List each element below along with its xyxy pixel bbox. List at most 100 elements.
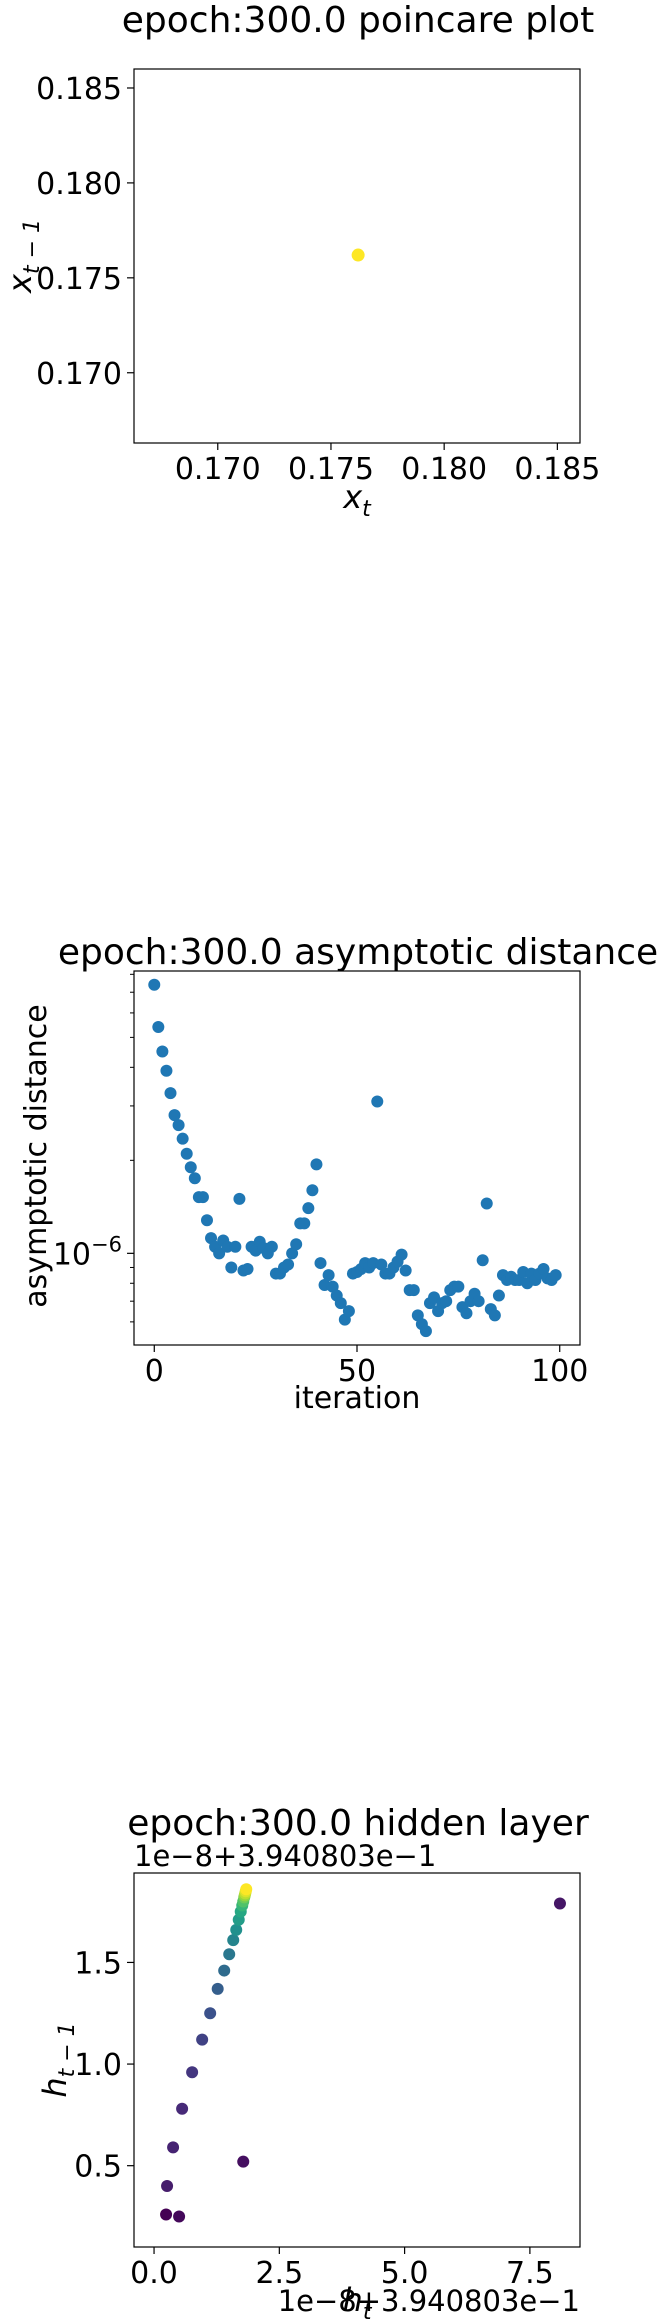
asymptotic-point xyxy=(229,1240,242,1253)
hidden-layer-y-ticks: 0.5 1.0 1.5 xyxy=(74,1946,134,2185)
hidden-layer-point xyxy=(240,1883,253,1896)
hidden-layer-point xyxy=(173,2210,186,2223)
asymptotic-point xyxy=(148,978,161,991)
hidden-layer-point xyxy=(227,1934,240,1947)
x-tick-label: 0.0 xyxy=(130,2256,178,2291)
hidden-layer-chart: epoch:300.0 hidden layer 1e−8+3.940803e−… xyxy=(36,1803,589,2323)
hidden-layer-point xyxy=(218,1964,231,1977)
asymptotic-point xyxy=(282,1258,295,1271)
asymptotic-point xyxy=(460,1307,473,1320)
hidden-layer-x-offset-label: 1e−8+3.940803e−1 xyxy=(278,2284,580,2318)
hidden-layer-point xyxy=(237,2155,250,2168)
x-tick-label: 0.185 xyxy=(514,452,600,487)
y-tick-label: 10−6 xyxy=(53,1232,122,1272)
asymptotic-point xyxy=(440,1295,453,1308)
hidden-layer-point xyxy=(223,1948,236,1961)
asymptotic-point xyxy=(549,1269,562,1282)
asymptotic-point xyxy=(176,1132,189,1145)
hidden-layer-points xyxy=(160,1883,566,2223)
hidden-layer-point xyxy=(167,2141,180,2154)
poincare-plot-frame xyxy=(133,68,581,444)
asymptotic-point xyxy=(168,1109,181,1122)
asymptotic-x-ticks: 0 50 100 xyxy=(145,1345,588,1389)
asymptotic-point xyxy=(399,1264,412,1277)
hidden-layer-title: epoch:300.0 hidden layer xyxy=(127,1803,589,1844)
y-tick-label: 0.5 xyxy=(74,2150,122,2185)
asymptotic-point xyxy=(233,1192,246,1205)
asymptotic-point xyxy=(306,1184,319,1197)
hidden-layer-point xyxy=(176,2102,189,2115)
y-tick-label: 0.175 xyxy=(36,262,122,297)
asymptotic-point xyxy=(407,1284,420,1297)
asymptotic-point xyxy=(172,1119,185,1132)
asymptotic-point xyxy=(488,1309,501,1322)
asymptotic-plot-frame xyxy=(133,970,581,1346)
x-tick-label: 0.175 xyxy=(288,452,374,487)
asymptotic-point xyxy=(472,1295,485,1308)
asymptotic-point xyxy=(241,1262,254,1275)
asymptotic-point xyxy=(314,1257,327,1270)
poincare-y-label: xt − 1 xyxy=(1,219,45,294)
asymptotic-title: epoch:300.0 asymptotic distance xyxy=(58,932,658,973)
asymptotic-point xyxy=(290,1238,303,1251)
asymptotic-y-ticks: 10−6 xyxy=(53,973,134,1323)
poincare-point xyxy=(351,248,365,262)
x-tick-label: 7.5 xyxy=(506,2256,554,2291)
asymptotic-point xyxy=(342,1305,355,1318)
asymptotic-point xyxy=(156,1045,169,1058)
asymptotic-point xyxy=(200,1214,213,1227)
x-tick-label: 5.0 xyxy=(381,2256,429,2291)
asymptotic-point xyxy=(302,1202,315,1215)
asymptotic-point xyxy=(537,1262,550,1275)
asymptotic-point xyxy=(184,1161,197,1174)
hidden-layer-point xyxy=(211,1982,224,1995)
y-tick-label: 0.170 xyxy=(36,357,122,392)
x-tick-label: 50 xyxy=(338,1354,376,1389)
asymptotic-point xyxy=(476,1254,489,1267)
asymptotic-point xyxy=(298,1217,311,1230)
asymptotic-point xyxy=(371,1095,384,1108)
asymptotic-point xyxy=(310,1158,323,1171)
x-tick-label: 0.170 xyxy=(175,452,261,487)
asymptotic-point xyxy=(419,1325,432,1338)
x-tick-label: 0.180 xyxy=(401,452,487,487)
asymptotic-point xyxy=(286,1247,299,1260)
asymptotic-point xyxy=(196,1191,209,1204)
asymptotic-point xyxy=(452,1280,465,1293)
asymptotic-points xyxy=(148,978,562,1338)
poincare-points xyxy=(351,248,365,262)
hidden-layer-point xyxy=(160,2208,173,2221)
asymptotic-point xyxy=(395,1248,408,1261)
hidden-layer-y-offset-label: 1e−8+3.940803e−1 xyxy=(134,1839,436,1873)
poincare-y-ticks: 0.170 0.175 0.180 0.185 xyxy=(36,72,134,392)
hidden-layer-point xyxy=(196,2033,209,2046)
hidden-layer-point xyxy=(553,1897,566,1910)
asymptotic-x-label: iteration xyxy=(294,1381,421,1416)
asymptotic-point xyxy=(180,1147,193,1160)
x-tick-label: 0 xyxy=(145,1354,164,1389)
asymptotic-point xyxy=(164,1087,177,1100)
y-tick-label: 0.185 xyxy=(36,72,122,107)
hidden-layer-plot-frame xyxy=(133,1872,581,2248)
asymptotic-y-label: asymptotic distance xyxy=(19,1004,54,1307)
hidden-layer-x-ticks: 0.0 2.5 5.0 7.5 xyxy=(130,2247,554,2291)
hidden-layer-y-label: ht − 1 xyxy=(36,2022,80,2097)
asymptotic-point xyxy=(322,1269,335,1282)
x-tick-label: 100 xyxy=(531,1354,588,1389)
hidden-layer-point xyxy=(204,2007,217,2020)
hidden-layer-point xyxy=(230,1923,243,1936)
hidden-layer-point xyxy=(161,2180,174,2193)
asymptotic-point xyxy=(480,1197,493,1210)
x-tick-label: 2.5 xyxy=(255,2256,303,2291)
y-tick-label: 1.0 xyxy=(74,2048,122,2083)
asymptotic-point xyxy=(265,1240,278,1253)
asymptotic-point xyxy=(160,1064,173,1077)
asymptotic-point xyxy=(152,1021,165,1034)
asymptotic-point xyxy=(375,1258,388,1271)
poincare-x-ticks: 0.170 0.175 0.180 0.185 xyxy=(175,443,600,487)
hidden-layer-point xyxy=(186,2066,199,2079)
y-tick-label: 1.5 xyxy=(74,1946,122,1981)
asymptotic-chart: epoch:300.0 asymptotic distance 0 50 100 1… xyxy=(19,932,658,1416)
asymptotic-point xyxy=(334,1297,347,1310)
